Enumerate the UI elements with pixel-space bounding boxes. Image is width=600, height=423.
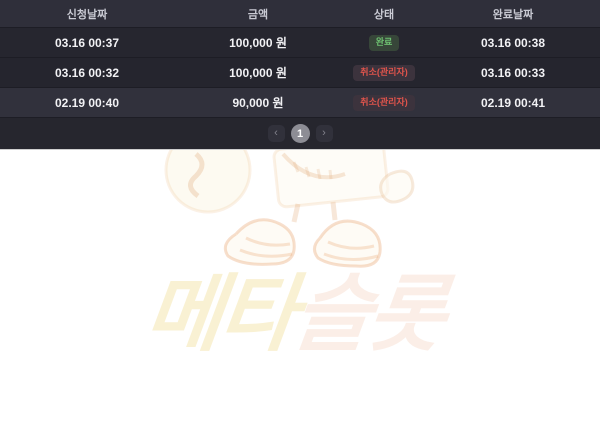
brand-text-part2: 슬롯 xyxy=(288,267,449,361)
request-date-cell: 03.16 00:32 xyxy=(54,65,120,80)
mascot-watermark xyxy=(148,126,458,277)
header-complete-date: 완료날짜 xyxy=(492,8,534,21)
request-date-cell: 03.16 00:37 xyxy=(54,35,120,50)
complete-date-cell: 03.16 00:38 xyxy=(480,35,546,50)
brand-text-part1: 메타 xyxy=(139,267,300,361)
pagination: ‹ 1 › xyxy=(0,118,600,149)
header-status: 상태 xyxy=(373,8,395,21)
money-bag-icon xyxy=(164,126,252,214)
pagination-prev-button[interactable]: ‹ xyxy=(267,125,285,142)
table-row: 02.19 00:40 90,000 원 취소(관리자) 02.19 00:41 xyxy=(0,88,600,118)
status-badge: 취소(관리자) xyxy=(353,65,415,81)
header-request-date: 신청날짜 xyxy=(66,8,108,21)
withdrawal-history-table: 신청날짜 금액 상태 완료날짜 03.16 00:37 100,000 원 완료… xyxy=(0,0,600,150)
table-header-row: 신청날짜 금액 상태 완료날짜 xyxy=(0,0,600,28)
table-row: 03.16 00:32 100,000 원 취소(관리자) 03.16 00:3… xyxy=(0,58,600,88)
dollar-sign-icon xyxy=(188,152,205,199)
status-badge: 완료 xyxy=(368,35,400,51)
amount-cell: 100,000 원 xyxy=(229,66,287,80)
status-badge: 취소(관리자) xyxy=(353,95,415,111)
slot-mascot-image xyxy=(164,126,415,268)
complete-date-cell: 03.16 00:33 xyxy=(480,65,546,80)
pagination-next-button[interactable]: › xyxy=(315,125,333,142)
header-amount: 금액 xyxy=(247,8,269,21)
amount-cell: 100,000 원 xyxy=(229,36,287,50)
complete-date-cell: 02.19 00:41 xyxy=(480,95,546,110)
brand-watermark-text: 메타슬롯 xyxy=(139,267,449,361)
request-date-cell: 02.19 00:40 xyxy=(54,95,120,110)
table-row: 03.16 00:37 100,000 원 완료 03.16 00:38 xyxy=(0,28,600,58)
amount-cell: 90,000 원 xyxy=(232,96,284,110)
pagination-page-1-button[interactable]: 1 xyxy=(290,124,310,143)
